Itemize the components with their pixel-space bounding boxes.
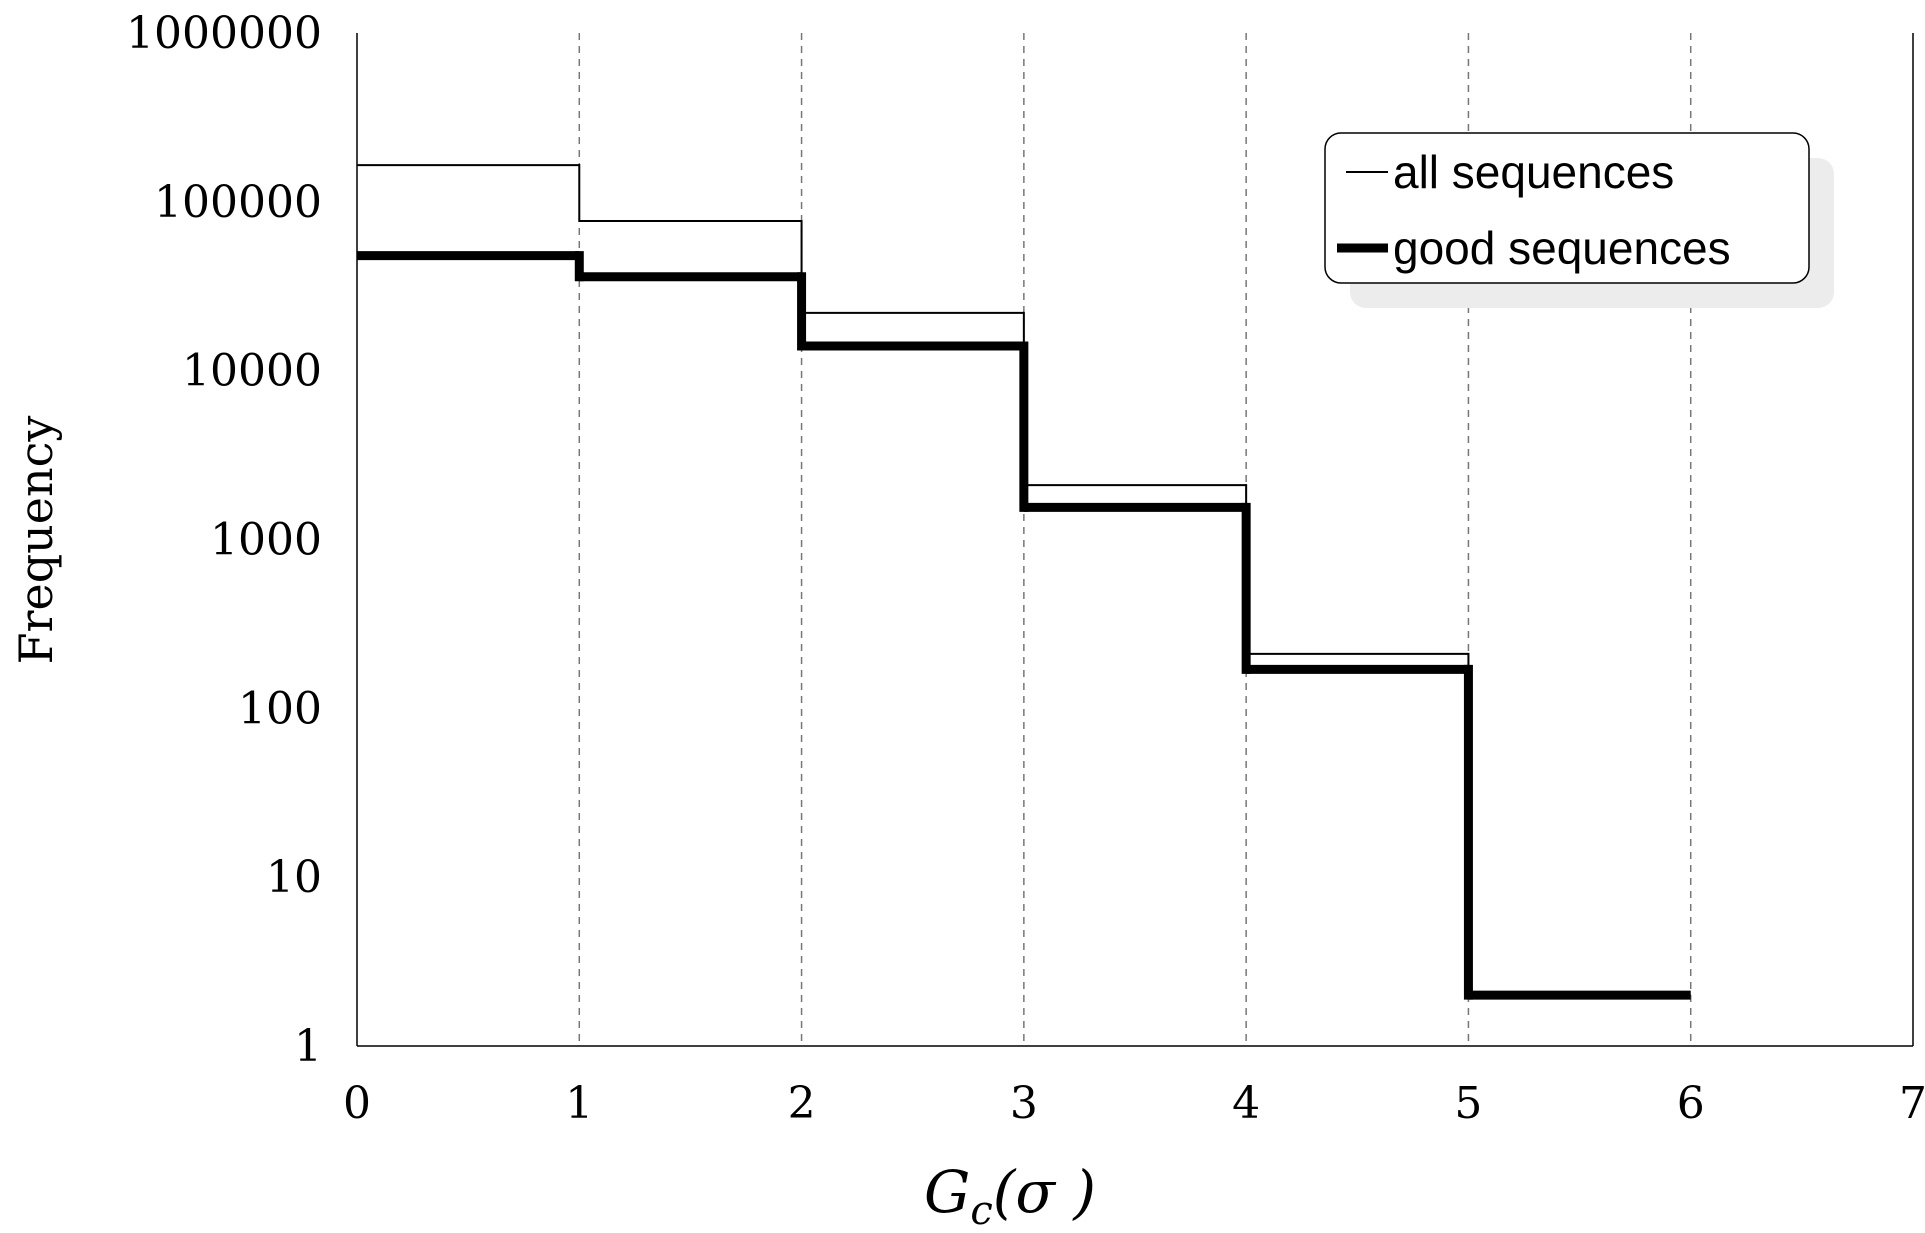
legend-box [1324,132,1810,284]
y-tick-label-1000: 1000 [210,515,322,566]
series-good-sequences [357,251,1691,1000]
series-lines [357,164,1691,1000]
legend-label-all-sequences: all sequences [1393,146,1674,198]
x-tick-label-0: 0 [343,1078,371,1129]
x-tick-label-7: 7 [1899,1078,1925,1129]
y-tick-label-100000: 100000 [154,177,322,228]
x-axis-label-sub: c [970,1188,992,1233]
y-tick-labels: 1 10 100 1000 10000 100000 1000000 [126,8,322,1072]
y-tick-label-1000000: 1000000 [126,8,322,59]
y-tick-label-100: 100 [238,683,322,734]
axes [356,33,1914,1047]
legend: all sequences good sequences [1324,132,1834,308]
x-axis-label-base: G [924,1158,970,1226]
x-tick-labels: 0 1 2 3 4 5 6 7 [343,1078,1925,1129]
x-tick-label-2: 2 [788,1078,816,1129]
y-tick-label-10000: 10000 [182,346,322,397]
y-tick-label-1: 1 [294,1021,322,1072]
x-axis-label-arg: (σ ) [993,1158,1096,1226]
y-axis-label: Frequency [9,416,63,665]
y-tick-label-10: 10 [266,852,322,903]
x-tick-label-5: 5 [1454,1078,1482,1129]
x-tick-label-1: 1 [565,1078,593,1129]
legend-label-good-sequences: good sequences [1393,222,1731,274]
x-axis-label: Gc(σ ) [924,1158,1096,1233]
x-tick-label-4: 4 [1232,1078,1260,1129]
x-tick-label-3: 3 [1010,1078,1038,1129]
x-tick-label-6: 6 [1677,1078,1705,1129]
